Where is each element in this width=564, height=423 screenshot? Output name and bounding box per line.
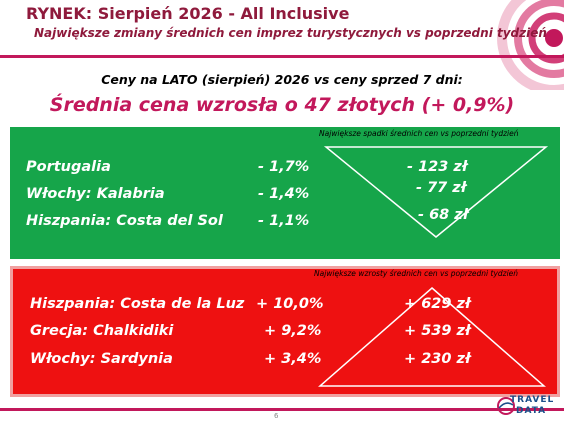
decrease-row-label: Włochy: Kalabria xyxy=(26,186,165,202)
increase-row-pct: + 9,2% xyxy=(264,323,322,339)
logo-line1: TRAVEL xyxy=(510,395,555,405)
decrease-row-pct: - 1,1% xyxy=(258,213,310,229)
page-number: 6 xyxy=(274,412,279,420)
headline: Średnia cena wzrosła o 47 złotych (+ 0,9… xyxy=(49,94,515,116)
increase-row-label: Włochy: Sardynia xyxy=(30,351,173,367)
decrease-row-amount: - 123 zł xyxy=(407,159,468,175)
increase-row-label: Hiszpania: Costa de la Luz xyxy=(30,296,245,312)
increases-note: Największe wzrosty średnich cen vs poprz… xyxy=(314,269,519,278)
logo-line2: DATA xyxy=(516,406,547,416)
decrease-row-label: Portugalia xyxy=(26,159,111,175)
decrease-row-pct: - 1,4% xyxy=(258,186,310,202)
globe-icon xyxy=(497,397,515,415)
decrease-row-amount: - 77 zł xyxy=(416,180,467,196)
decrease-row-pct: - 1,7% xyxy=(258,159,310,175)
increase-row-label: Grecja: Chalkidiki xyxy=(30,323,174,339)
increase-row-amount: + 629 zł xyxy=(404,296,471,312)
increase-row-amount: + 230 zł xyxy=(404,351,471,367)
intro-text: Ceny na LATO (sierpień) 2026 vs ceny spr… xyxy=(101,72,463,87)
travel-data-logo: TRAVEL DATA xyxy=(496,394,560,420)
page-title: RYNEK: Sierpień 2026 - All Inclusive xyxy=(26,4,350,23)
decreases-note: Największe spadki średnich cen vs poprze… xyxy=(319,129,519,138)
header-divider xyxy=(0,55,564,58)
increase-row-amount: + 539 zł xyxy=(404,323,471,339)
increase-row-pct: + 3,4% xyxy=(264,351,322,367)
decrease-row-amount: - 68 zł xyxy=(418,207,469,223)
increase-row-pct: + 10,0% xyxy=(256,296,324,312)
page-subtitle: Największe zmiany średnich cen imprez tu… xyxy=(34,26,547,40)
footer-divider xyxy=(0,408,564,411)
decorative-circles xyxy=(497,0,564,90)
decrease-row-label: Hiszpania: Costa del Sol xyxy=(26,213,223,229)
